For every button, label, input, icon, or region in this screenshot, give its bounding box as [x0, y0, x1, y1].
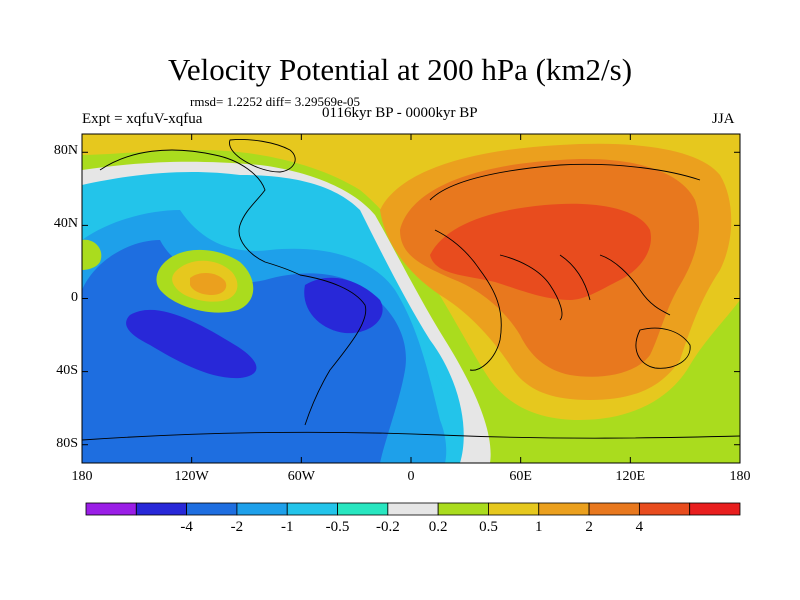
lon-label: 0 — [407, 469, 415, 484]
colorbar-swatch — [488, 502, 540, 516]
colorbar-label: -1 — [280, 519, 294, 535]
stats-text: rmsd= 1.2252 diff= 3.29569e-05 — [190, 94, 361, 109]
season-label: JJA — [712, 111, 735, 127]
colorbar-swatch — [437, 502, 489, 516]
velocity-potential-field — [82, 134, 740, 463]
contour-0.2-west-edge — [82, 239, 102, 270]
map-title: Velocity Potential at 200 hPa (km2/s) — [167, 52, 633, 87]
coastlines — [82, 139, 740, 441]
lon-label: 60E — [509, 469, 532, 484]
contour-4-asia — [430, 203, 651, 300]
colorbar-label: -2 — [230, 519, 244, 535]
period-label: 0116kyr BP - 0000kyr BP — [322, 105, 478, 121]
colorbar-label: -0.5 — [325, 519, 350, 535]
colorbar-swatch — [135, 502, 188, 516]
lat-label: 80N — [53, 143, 78, 159]
lon-label: 180 — [71, 469, 93, 484]
colorbar-label: -4 — [180, 519, 193, 535]
contour-1-east-pacific — [190, 272, 227, 295]
lon-label: 120W — [174, 469, 209, 484]
lon-label: 180 — [729, 469, 751, 484]
colorbar-swatch — [286, 502, 338, 516]
experiment-label: Expt = xqfuV-xqfua — [82, 111, 203, 127]
lat-label: 40N — [53, 216, 78, 232]
contour-minus-4-south-america — [304, 277, 383, 334]
colorbar-swatch — [85, 502, 137, 516]
lat-label: 0 — [71, 289, 78, 305]
lat-label: 40S — [56, 362, 78, 378]
colorbar-label: 0.5 — [479, 519, 498, 535]
colorbar — [85, 502, 741, 516]
colorbar-swatch — [186, 502, 238, 516]
colorbar-swatch — [638, 502, 691, 516]
colorbar-swatch — [236, 502, 288, 516]
colorbar-label: 1 — [535, 519, 543, 535]
colorbar-swatch — [387, 502, 439, 516]
contour-minus-4-east-pacific — [126, 309, 257, 379]
colorbar-swatch — [337, 502, 389, 516]
colorbar-label: 4 — [635, 519, 644, 535]
colorbar-swatch — [538, 502, 590, 516]
colorbar-label: -0.2 — [375, 519, 400, 535]
lon-label: 120E — [615, 469, 646, 484]
colorbar-label: 0.2 — [428, 519, 448, 535]
lon-label: 60W — [287, 469, 315, 484]
colorbar-swatch — [689, 502, 741, 516]
axis-ticks — [81, 134, 741, 463]
colorbar-label: 2 — [585, 519, 593, 535]
lat-label: 80S — [56, 435, 78, 451]
colorbar-swatch — [588, 502, 640, 516]
